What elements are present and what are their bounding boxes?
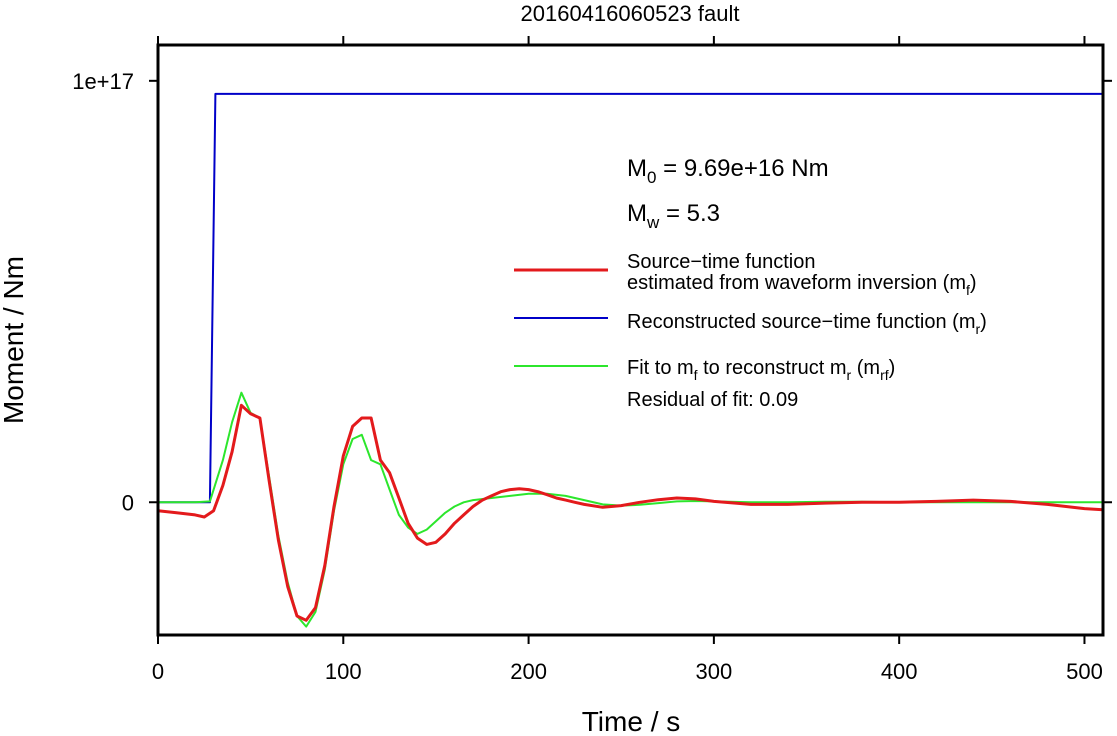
legend-entry-green: Fit to mf to reconstruct mr (mrf) — [514, 357, 895, 383]
x-tick-label: 300 — [696, 659, 733, 684]
x-tick-label: 400 — [881, 659, 918, 684]
residual-of-fit-text: Residual of fit: 0.09 — [627, 389, 798, 411]
legend-label-blue: Reconstructed source−time function (mr) — [627, 311, 987, 337]
legend-entry-blue: Reconstructed source−time function (mr) — [514, 311, 987, 337]
series-layer — [158, 92, 1103, 628]
seismic-moment-annotation: M0 = 9.69e+16 Nm — [627, 155, 829, 187]
legend-label-red: estimated from waveform inversion (mf) — [627, 272, 977, 298]
moment-magnitude-annotation: Mw = 5.3 — [627, 200, 720, 232]
x-tick-label: 100 — [325, 659, 362, 684]
series-line-red — [158, 403, 1103, 622]
m0-subscript: 0 — [647, 168, 656, 187]
mw-symbol: M — [627, 200, 647, 227]
series-line-green — [158, 391, 1103, 628]
x-tick-label: 500 — [1066, 659, 1103, 684]
m0-value: = 9.69e+16 Nm — [656, 155, 828, 182]
ticks-layer: 0 100 200 300 400 500 0 1e+17 — [72, 36, 1112, 684]
y-tick-label: 0 — [122, 490, 134, 515]
y-tick-label: 1e+17 — [72, 69, 134, 94]
x-tick-label: 0 — [152, 659, 164, 684]
m0-symbol: M — [627, 155, 647, 182]
mw-value: = 5.3 — [659, 200, 720, 227]
plot-frame — [156, 43, 1105, 637]
x-axis-label: Time / s — [582, 706, 681, 736]
chart-title: 20160416060523 fault — [521, 1, 740, 26]
legend-label-green: Fit to mf to reconstruct mr (mrf) — [627, 357, 895, 383]
annotation-layer: M0 = 9.69e+16 Nm Mw = 5.3 Residual of fi… — [627, 155, 829, 411]
y-axis-label: Moment / Nm — [0, 256, 29, 424]
legend-label-red: Source−time function — [627, 251, 815, 273]
mw-subscript: w — [646, 213, 660, 232]
x-tick-label: 200 — [510, 659, 547, 684]
